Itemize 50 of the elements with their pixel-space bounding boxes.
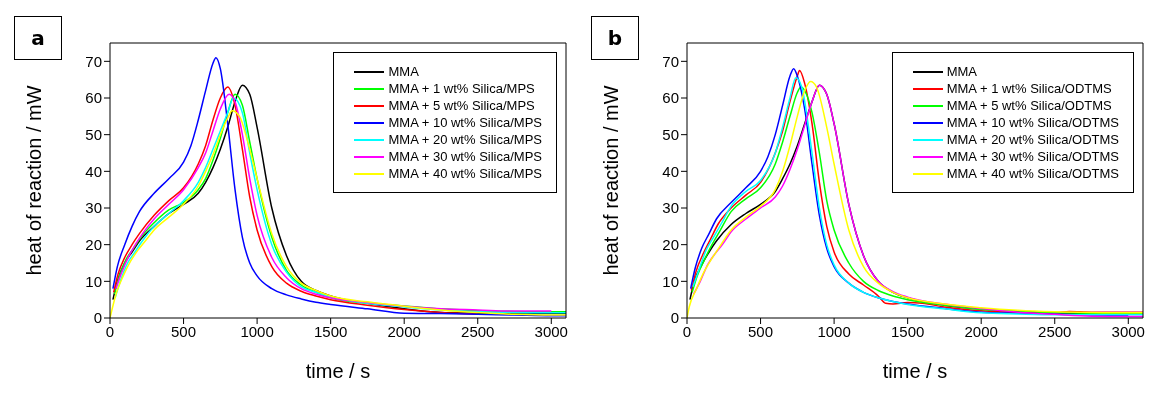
y-tick-label: 0 — [670, 309, 679, 327]
x-tick-label: 1000 — [240, 322, 274, 340]
text: b — [591, 16, 639, 60]
x-tick-label: 0 — [105, 322, 115, 340]
legend-label: MMA + 10 wt% Silica/ODTMS — [946, 114, 1119, 131]
y-axis-title: heat of reaction / mW — [600, 85, 623, 276]
x-tick-label: 3000 — [534, 322, 568, 340]
y-tick-label: 20 — [85, 235, 102, 253]
y-tick-label: 20 — [662, 235, 679, 253]
x-axis-title: time / s — [305, 360, 371, 382]
legend-label: MMA — [388, 63, 419, 80]
y-tick-label: 60 — [85, 89, 102, 107]
y-tick-label: 70 — [662, 52, 679, 70]
legend-label: MMA + 5 wt% Silica/MPS — [388, 97, 535, 114]
legend-label: MMA + 40 wt% Silica/ODTMS — [946, 165, 1119, 182]
x-tick-label: 2000 — [964, 322, 998, 340]
x-tick-label: 1500 — [890, 322, 925, 340]
x-tick-label: 500 — [748, 322, 774, 340]
legend-label: MMA + 30 wt% Silica/MPS — [388, 148, 542, 165]
legend-label: MMA + 20 wt% Silica/MPS — [388, 131, 542, 148]
x-tick-label: 0 — [682, 322, 692, 340]
y-tick-label: 40 — [85, 162, 102, 180]
y-tick-label: 50 — [85, 125, 102, 143]
x-tick-label: 3000 — [1111, 322, 1145, 340]
y-tick-label: 30 — [662, 199, 679, 217]
y-tick-label: 70 — [85, 52, 102, 70]
x-tick-label: 2500 — [1038, 322, 1072, 340]
y-tick-label: 0 — [93, 309, 102, 327]
x-tick-label: 1500 — [313, 322, 348, 340]
y-tick-label: 40 — [662, 162, 679, 180]
y-tick-label: 10 — [662, 272, 679, 290]
legend-label: MMA + 1 wt% Silica/ODTMS — [946, 80, 1112, 97]
x-axis-title: time / s — [882, 360, 948, 382]
y-tick-label: 50 — [662, 125, 679, 143]
x-tick-label: 500 — [171, 322, 197, 340]
legend-label: MMA + 10 wt% Silica/MPS — [388, 114, 542, 131]
legend-label: MMA — [946, 63, 978, 80]
y-tick-label: 60 — [662, 89, 679, 107]
legend-label: MMA + 40 wt% Silica/MPS — [388, 165, 542, 182]
text: a — [14, 16, 62, 60]
x-tick-label: 2500 — [461, 322, 495, 340]
legend-label: MMA + 5 wt% Silica/ODTMS — [946, 97, 1112, 114]
y-axis-title: heat of reaction / mW — [23, 85, 46, 276]
x-tick-label: 1000 — [817, 322, 851, 340]
y-tick-label: 10 — [85, 272, 102, 290]
y-tick-label: 30 — [85, 199, 102, 217]
legend-label: MMA + 30 wt% Silica/ODTMS — [946, 148, 1119, 165]
legend-label: MMA + 20 wt% Silica/ODTMS — [946, 131, 1119, 148]
x-tick-label: 2000 — [387, 322, 421, 340]
legend-label: MMA + 1 wt% Silica/MPS — [388, 80, 535, 97]
